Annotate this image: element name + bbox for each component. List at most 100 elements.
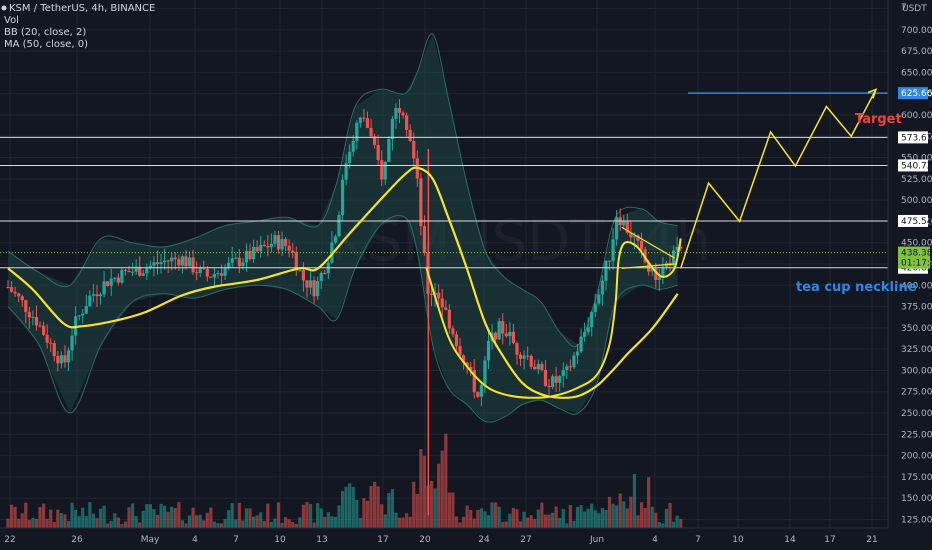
- volume-bar: [209, 507, 213, 528]
- volume-bar: [451, 492, 455, 528]
- volume-bar: [408, 516, 412, 528]
- volume-bar: [579, 505, 583, 528]
- candle-body: [116, 277, 120, 283]
- moving-average: [7, 166, 679, 399]
- volume-bar: [219, 523, 224, 528]
- volume-bar: [575, 507, 580, 528]
- volume-bar: [9, 504, 14, 528]
- candle-body: [24, 300, 28, 313]
- volume-bar: [145, 504, 149, 528]
- volume-bar: [38, 506, 42, 528]
- y-tick-label: 225.00: [901, 430, 932, 440]
- volume-bar: [643, 507, 647, 528]
- volume-bar: [447, 492, 451, 528]
- candle-body: [291, 250, 295, 253]
- x-tick-label: 10: [274, 535, 286, 545]
- volume-bar: [227, 510, 231, 528]
- candle-body: [518, 354, 523, 359]
- y-tick-label: 200.00: [901, 452, 932, 462]
- candle-body: [504, 333, 508, 337]
- candle-body: [526, 355, 530, 357]
- volume-bar: [230, 503, 234, 528]
- volume-bar: [52, 522, 56, 528]
- candle-body: [607, 260, 612, 262]
- volume-bar: [134, 516, 138, 528]
- volume-bar: [422, 455, 427, 528]
- candle-body: [70, 335, 74, 351]
- symbol-title[interactable]: KSM / TetherUS, 4h, BINANCE: [9, 3, 155, 14]
- candle-body: [77, 315, 81, 317]
- candle-body: [348, 151, 352, 164]
- candle-body: [259, 244, 263, 252]
- volume-bar: [170, 506, 174, 528]
- volume-bar: [565, 523, 569, 528]
- candle-body: [429, 293, 434, 295]
- candle-body: [440, 298, 444, 308]
- candle-body: [547, 385, 551, 388]
- candle-body: [134, 266, 138, 272]
- candle-body: [654, 268, 658, 280]
- indicator-vol[interactable]: Vol: [4, 15, 19, 26]
- volume-bar: [348, 483, 352, 528]
- volume-bar: [130, 503, 135, 528]
- volume-bar: [120, 523, 124, 528]
- candle-body: [273, 235, 277, 244]
- volume-bar: [81, 507, 85, 528]
- volume-bar: [401, 517, 405, 528]
- candle-body: [597, 294, 601, 304]
- volume-bar: [600, 507, 604, 528]
- candle-body: [401, 112, 405, 116]
- candle-body: [98, 294, 103, 297]
- volume-bar: [56, 509, 60, 528]
- candle-body: [301, 269, 306, 281]
- indicator-bb[interactable]: BB (20, close, 2): [4, 27, 86, 38]
- volume-bar: [316, 503, 320, 528]
- candle-body: [152, 262, 156, 266]
- volume-bar: [657, 522, 661, 528]
- volume-bar: [394, 512, 398, 528]
- volume-bar: [604, 510, 608, 528]
- volume-bar: [629, 496, 633, 528]
- candle-body: [422, 226, 427, 253]
- volume-bar: [486, 515, 491, 528]
- volume-bar: [330, 516, 334, 528]
- annotations: Target tea cup neckline: [796, 112, 917, 295]
- candle-body: [284, 239, 288, 246]
- volume-bar: [440, 450, 444, 528]
- volume-bar: [280, 522, 284, 528]
- indicator-ma[interactable]: MA (50, close, 0): [4, 39, 88, 50]
- volume-bar: [412, 481, 416, 528]
- volume-bar: [454, 516, 459, 528]
- candle-body: [437, 292, 441, 299]
- x-tick-label: 26: [71, 535, 83, 545]
- volume-bar: [543, 514, 548, 528]
- candle-body: [472, 369, 476, 393]
- volume-bar: [561, 509, 565, 528]
- candle-body: [20, 296, 24, 301]
- candle-body: [45, 334, 49, 343]
- candle-body: [661, 266, 665, 277]
- volume-bar: [590, 503, 594, 528]
- volume-bar: [479, 508, 483, 528]
- volume-bar: [518, 521, 523, 528]
- candle-body: [109, 278, 113, 286]
- candle-body: [390, 118, 394, 140]
- volume-bar: [511, 507, 516, 528]
- candle-body: [497, 321, 501, 340]
- candle-body: [344, 163, 348, 180]
- volume-bar: [159, 503, 163, 528]
- candle-body: [373, 136, 377, 146]
- candle-body: [550, 376, 555, 388]
- volume-bar: [77, 516, 81, 528]
- volume-bar: [472, 518, 476, 528]
- y-tick-label: 450.00: [901, 239, 932, 249]
- volume-bar: [70, 502, 74, 528]
- candle-body: [251, 246, 256, 260]
- candle-body: [501, 321, 505, 334]
- candle-body: [91, 294, 96, 296]
- volume-bar: [494, 502, 498, 528]
- volume-bar: [109, 520, 113, 528]
- volume-bar: [123, 521, 128, 528]
- candle-body: [529, 355, 533, 367]
- volume-bar: [383, 514, 387, 528]
